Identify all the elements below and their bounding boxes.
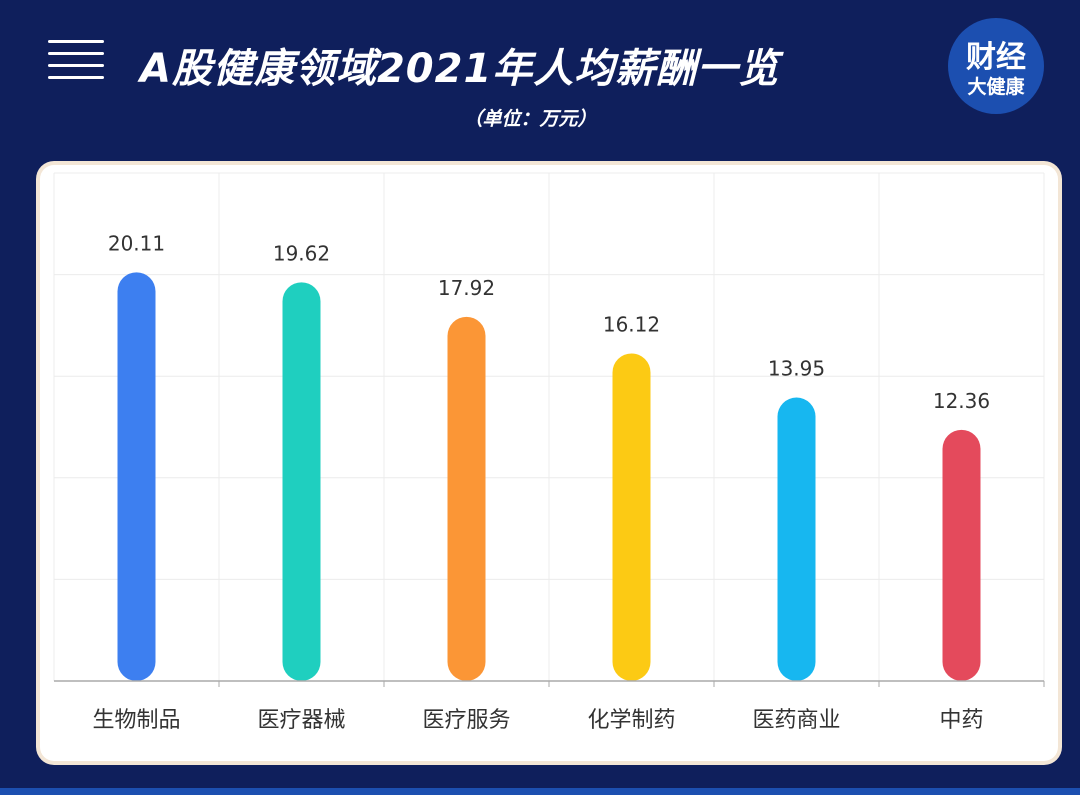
data-label: 17.92 bbox=[438, 276, 495, 300]
logo-line1: 财经 bbox=[966, 40, 1026, 75]
bar bbox=[942, 429, 981, 681]
chart-panel: 20.11 生物制品 19.62 医疗器械 17.92 医疗服务 16.12 化学制药 13.9… bbox=[40, 165, 1058, 761]
page-title: A股健康领域2021年人均薪酬一览 bbox=[140, 46, 780, 92]
logo-line2: 大健康 bbox=[967, 76, 1025, 98]
bottom-strip bbox=[0, 788, 1080, 795]
unit-label: （单位：万元） bbox=[463, 108, 597, 130]
bar bbox=[612, 353, 651, 681]
data-label: 19.62 bbox=[273, 241, 330, 265]
data-label: 13.95 bbox=[768, 357, 825, 381]
bar bbox=[447, 316, 486, 681]
data-label: 16.12 bbox=[603, 312, 660, 336]
data-label: 12.36 bbox=[933, 389, 990, 413]
data-label: 20.11 bbox=[108, 231, 165, 255]
bar bbox=[117, 272, 156, 681]
category-label: 中药 bbox=[939, 708, 983, 733]
category-label: 化学制药 bbox=[587, 708, 675, 733]
category-label: 医疗服务 bbox=[422, 708, 510, 733]
category-label: 医疗器械 bbox=[257, 708, 345, 733]
category-label: 医药商业 bbox=[752, 708, 840, 733]
menu-icon[interactable] bbox=[48, 40, 104, 80]
brand-logo: 财经 大健康 bbox=[948, 18, 1044, 114]
bar bbox=[282, 282, 321, 681]
category-label: 生物制品 bbox=[92, 708, 180, 733]
bar bbox=[777, 397, 816, 681]
bar-chart: 20.11 生物制品 19.62 医疗器械 17.92 医疗服务 16.12 化学制药 13.9… bbox=[53, 172, 1045, 733]
